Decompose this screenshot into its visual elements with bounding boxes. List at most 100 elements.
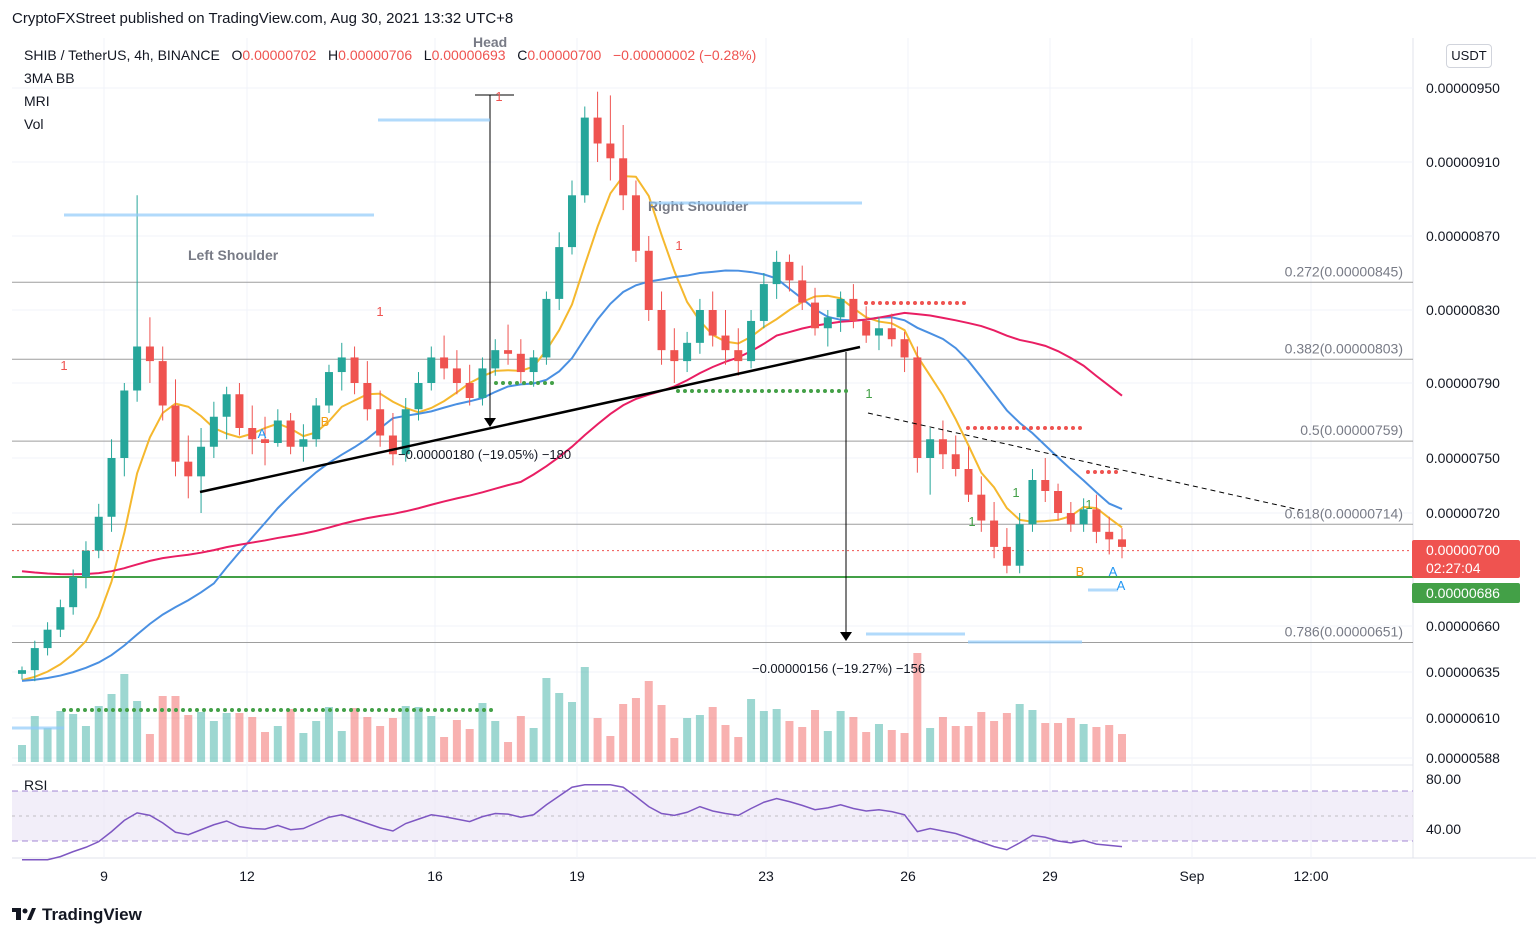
volume-bar (465, 729, 474, 762)
close-label: C (517, 47, 528, 63)
signal-mark: A (1109, 564, 1118, 579)
high-value: 0.00000706 (338, 47, 413, 63)
candle-body (734, 350, 743, 362)
volume-bar (376, 726, 385, 762)
candle-body (772, 261, 781, 285)
candle-body (593, 117, 602, 144)
candle-body (759, 284, 768, 321)
candle-body (43, 629, 52, 649)
candle-body (708, 310, 717, 336)
green-dot-row (300, 708, 304, 712)
currency-button[interactable]: USDT (1446, 44, 1492, 68)
green-dot-row (426, 708, 430, 712)
candle-body (312, 405, 321, 440)
descending-trendline (867, 412, 1301, 511)
candle-body (606, 143, 615, 159)
green-dot-row (125, 708, 129, 712)
x-tick-label: 12:00 (1293, 868, 1328, 884)
red-dot-row (864, 301, 868, 305)
volume-bar (145, 734, 154, 762)
signal-mark: 1 (495, 89, 502, 104)
current-price-value: 0.00000700 (1426, 542, 1500, 558)
red-dot-row (906, 301, 910, 305)
red-dot-row (1093, 470, 1097, 474)
green-dot-row (174, 708, 178, 712)
green-dot-row (461, 708, 465, 712)
candle-body (427, 357, 436, 383)
volume-bar (30, 716, 39, 762)
green-dot-row (718, 389, 722, 393)
indicator-3ma-bb[interactable]: 3MA BB (24, 70, 75, 86)
candle-body (376, 409, 385, 436)
green-dot-row (697, 389, 701, 393)
candle-body (542, 298, 551, 358)
volume-bar (836, 711, 845, 762)
volume-bar (708, 707, 717, 762)
green-dot-row (97, 708, 101, 712)
rsi-label: RSI (24, 777, 47, 793)
indicator-mri[interactable]: MRI (24, 93, 50, 109)
candle-body (197, 446, 206, 477)
green-dot-row (543, 381, 547, 385)
red-dot-row (1078, 426, 1082, 430)
volume-bar (951, 726, 960, 762)
candle-body (184, 461, 193, 477)
green-dot-row (167, 708, 171, 712)
candle-body (836, 298, 845, 318)
green-dot-row (230, 708, 234, 712)
candle-body (747, 320, 756, 362)
candle-body (261, 439, 270, 443)
candle-body (785, 261, 794, 281)
x-tick-label: 9 (100, 868, 108, 884)
candle-body (555, 247, 564, 299)
y-tick-label: 0.00000750 (1426, 450, 1500, 466)
symbol-pair[interactable]: SHIB / TetherUS, 4h, BINANCE (24, 47, 220, 63)
volume-bar (849, 717, 858, 762)
candle-body (94, 516, 103, 551)
volume-bar (670, 738, 679, 762)
green-dot-row (704, 389, 708, 393)
green-dot-row (132, 708, 136, 712)
green-dot-row (746, 389, 750, 393)
candle-body (107, 458, 116, 517)
y-tick-label: 0.00000720 (1426, 505, 1500, 521)
volume-bar (823, 731, 832, 762)
candle-body (18, 670, 26, 674)
red-dot-row (1001, 426, 1005, 430)
rsi-upper-label: 80.00 (1426, 771, 1461, 787)
green-dot-row (258, 708, 262, 712)
red-dot-row (1008, 426, 1012, 430)
volume-bar (734, 737, 743, 762)
tradingview-logo[interactable]: TradingView (12, 905, 142, 925)
green-dot-row (391, 708, 395, 712)
green-dot-row (683, 389, 687, 393)
red-dot-row (948, 301, 952, 305)
green-dot-row (690, 389, 694, 393)
green-dot-row (781, 389, 785, 393)
candle-body (823, 317, 832, 329)
open-label: O (231, 47, 243, 63)
signal-mark: A (258, 426, 267, 441)
candle-body (951, 454, 960, 469)
red-dot-row (934, 301, 938, 305)
green-dot-row (468, 708, 472, 712)
indicator-vol[interactable]: Vol (24, 116, 44, 132)
volume-bar (209, 721, 218, 762)
candle-body (990, 520, 999, 547)
candle-body (248, 428, 257, 440)
green-dot-row (809, 389, 813, 393)
x-tick-label: 12 (239, 868, 255, 884)
red-dot-row (1057, 426, 1061, 430)
green-dot-row (816, 389, 820, 393)
candle-body (478, 368, 487, 398)
volume-bar (1092, 727, 1101, 762)
red-dot-row (871, 301, 875, 305)
candle-body (30, 648, 39, 671)
volume-bar (759, 711, 768, 762)
signal-mark: 1 (968, 514, 975, 529)
volume-bar (1066, 718, 1075, 762)
y-tick-label: 0.00000950 (1426, 80, 1500, 96)
green-dot-row (676, 389, 680, 393)
measure-arrowhead-2 (840, 632, 852, 641)
